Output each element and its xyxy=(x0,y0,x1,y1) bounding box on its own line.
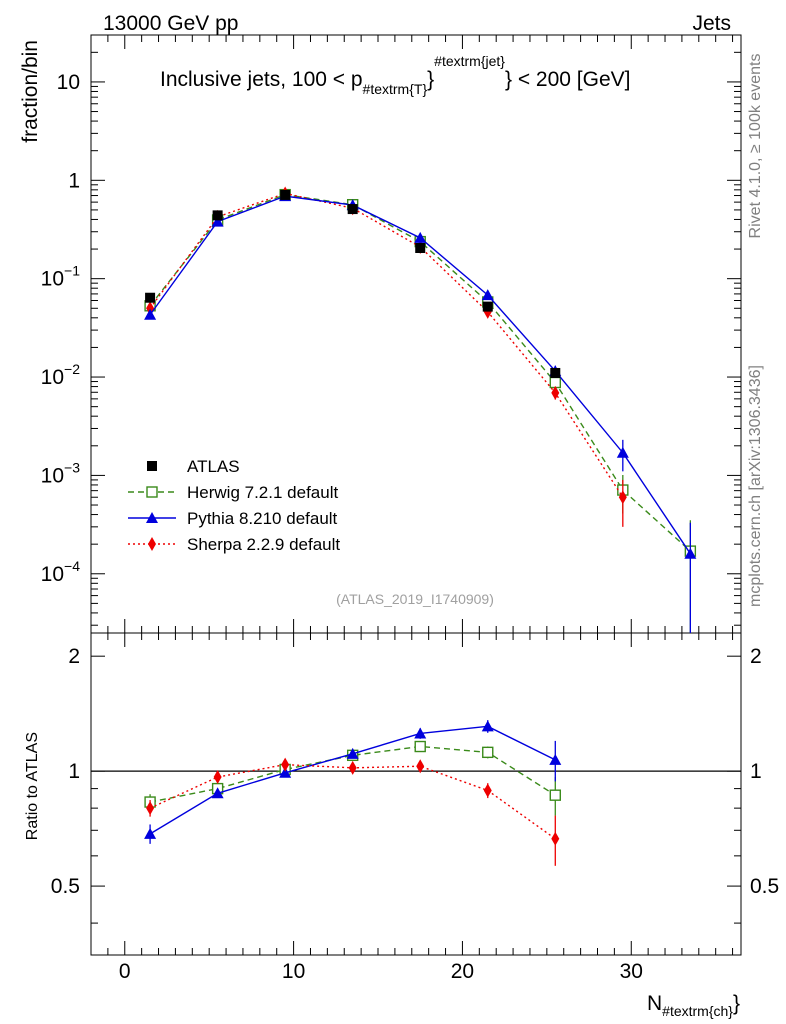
sherpa-ratio-point xyxy=(416,759,425,774)
legend-marker-herwig xyxy=(146,486,158,498)
pythia-ratio-point xyxy=(144,827,157,839)
axes-layer: 0 10 20 30 10 1 10−1 10−2 10−3 10−4 0.5 0.5 1 1 2 2 xyxy=(41,34,779,983)
pythia-ratio-point xyxy=(346,747,359,759)
y-tick-label-ratio: 2 xyxy=(68,645,80,668)
pythia-ratio-point xyxy=(279,766,292,778)
herwig-ratio-point xyxy=(414,740,426,753)
plot-title: Inclusive jets, 100 < p#textrm{T}}#textr… xyxy=(160,53,631,97)
data-point xyxy=(482,301,493,312)
ratio-plot-frame xyxy=(90,632,742,956)
y-tick-label-ratio: 1 xyxy=(68,760,80,783)
sherpa-ratio-line xyxy=(149,763,556,840)
x-tick-label: 0 xyxy=(119,960,131,983)
pythia-point xyxy=(144,308,157,320)
legend-label-pythia: Pythia 8.210 default xyxy=(187,509,338,528)
pythia-ratio-point xyxy=(481,720,494,732)
y-tick-label-ratio-right: 1 xyxy=(750,760,762,783)
legend-label-herwig: Herwig 7.2.1 default xyxy=(187,483,338,502)
pythia-point xyxy=(414,231,427,243)
legend: ATLAS Herwig 7.2.1 default Pythia 8.210 de… xyxy=(128,457,340,554)
x-tick-label: 30 xyxy=(620,960,643,983)
sherpa-ratio-point xyxy=(483,783,492,798)
sherpa-point xyxy=(618,490,627,505)
pythia-point xyxy=(616,446,629,458)
herwig-line xyxy=(149,193,691,552)
data-point xyxy=(212,210,223,221)
sherpa-ratio-point xyxy=(551,831,560,846)
y-tick-label-ratio-right: 0.5 xyxy=(750,875,779,898)
sherpa-ratio-point xyxy=(281,757,290,772)
sherpa-point xyxy=(551,385,560,400)
y-tick-label-main: 1 xyxy=(68,169,80,192)
y-tick-label-main: 10−1 xyxy=(41,263,81,291)
sherpa-ratio-point xyxy=(213,770,222,785)
sherpa-line xyxy=(149,192,624,498)
y-tick-label-main: 10−2 xyxy=(41,361,81,389)
legend-marker-pythia xyxy=(146,512,158,523)
main-y-axis-label: fraction/bin xyxy=(19,40,42,143)
y-tick-label-main: 10−4 xyxy=(41,558,81,586)
sherpa-ratio-point xyxy=(348,760,357,775)
legend-marker-data xyxy=(147,461,157,471)
ratio-y-axis-label: Ratio to ATLAS xyxy=(24,732,41,840)
x-axis-label: N#textrm{ch}} xyxy=(647,992,740,1019)
sherpa-ratio-point xyxy=(146,801,155,816)
data-point xyxy=(347,204,358,215)
y-tick-label-ratio-right: 2 xyxy=(750,645,762,668)
herwig-ratio-point xyxy=(549,789,561,801)
x-tick-label: 20 xyxy=(451,960,474,983)
pythia-point xyxy=(211,215,224,227)
data-point xyxy=(145,292,156,303)
pythia-ratio-point xyxy=(211,787,224,799)
legend-marker-sherpa xyxy=(148,537,156,551)
rivet-label: Rivet 4.1.0, ≥ 100k events xyxy=(747,54,764,239)
legend-label-data: ATLAS xyxy=(187,457,240,476)
pythia-point xyxy=(481,289,494,301)
pythia-ratio-point xyxy=(414,727,427,739)
data-point xyxy=(415,243,426,254)
data-point xyxy=(550,367,561,378)
main-series-layer xyxy=(144,186,697,633)
herwig-ratio-point xyxy=(482,746,494,759)
x-tick-label: 10 xyxy=(282,960,305,983)
y-tick-label-main: 10 xyxy=(57,71,80,94)
legend-label-sherpa: Sherpa 2.2.9 default xyxy=(187,535,340,554)
analysis-label: (ATLAS_2019_I1740909) xyxy=(336,591,494,607)
pythia-ratio-point xyxy=(549,753,562,765)
category-label: Jets xyxy=(692,12,731,35)
y-tick-label-main: 10−3 xyxy=(41,459,81,487)
energy-label: 13000 GeV pp xyxy=(103,12,238,35)
y-tick-label-ratio: 0.5 xyxy=(51,875,80,898)
data-point xyxy=(280,189,291,200)
pythia-point xyxy=(684,547,697,559)
ratio-series-layer xyxy=(144,720,562,866)
mcplots-label: mcplots.cern.ch [arXiv:1306.3436] xyxy=(747,365,764,607)
